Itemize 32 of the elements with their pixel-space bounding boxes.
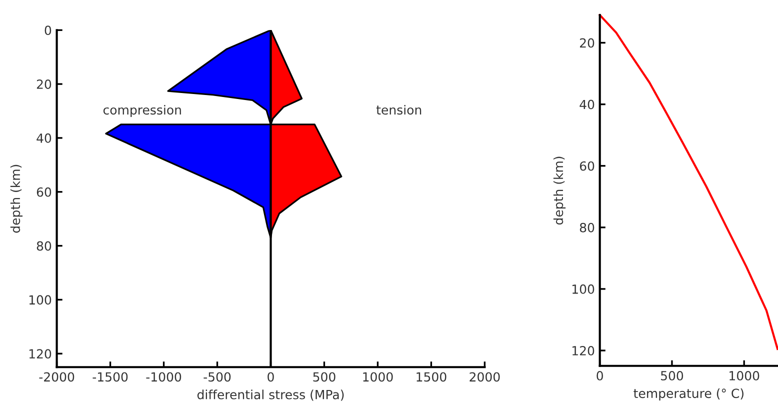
x-tick-label: -500 <box>204 372 231 382</box>
x-tick-label: 1500 <box>416 372 446 382</box>
y-tick-label: 80 <box>36 241 52 251</box>
x-tick-label: 500 <box>313 372 336 382</box>
x-tick-label: 0 <box>268 372 274 382</box>
x-tick-label: -1500 <box>92 372 128 382</box>
x-tick-label: 0 <box>596 370 603 380</box>
x-tick-label: 1000 <box>730 370 760 380</box>
x-tick-label: -2000 <box>39 372 74 382</box>
x-tick-label: -1000 <box>146 372 182 382</box>
y-tick-label: 20 <box>36 80 52 89</box>
x-tick-label: 1000 <box>363 372 393 382</box>
y-axis-title: depth (km) <box>553 156 566 225</box>
y-tick-label: 100 <box>29 295 52 305</box>
y-tick-label: 0 <box>44 26 52 36</box>
y-tick-label: 80 <box>580 222 594 232</box>
y-tick-label: 40 <box>580 100 594 110</box>
y-tick-label: 20 <box>580 38 594 48</box>
y-tick-label: 60 <box>36 187 52 197</box>
y-tick-label: 120 <box>29 349 52 359</box>
y-axis-title: depth (km) <box>10 164 23 233</box>
annotation: tension <box>376 104 422 115</box>
annotation: compression <box>103 104 181 118</box>
x-tick-label: 500 <box>661 370 684 380</box>
y-tick-label: 120 <box>572 346 594 356</box>
x-axis-title: temperature (° C) <box>634 388 744 401</box>
y-tick-label: 100 <box>572 284 594 294</box>
y-tick-label: 60 <box>580 161 594 171</box>
y-tick-label: 40 <box>36 133 52 143</box>
line-series <box>598 14 778 350</box>
x-axis-title: differential stress (MPa) <box>197 390 344 401</box>
x-tick-label: 2000 <box>470 372 500 382</box>
